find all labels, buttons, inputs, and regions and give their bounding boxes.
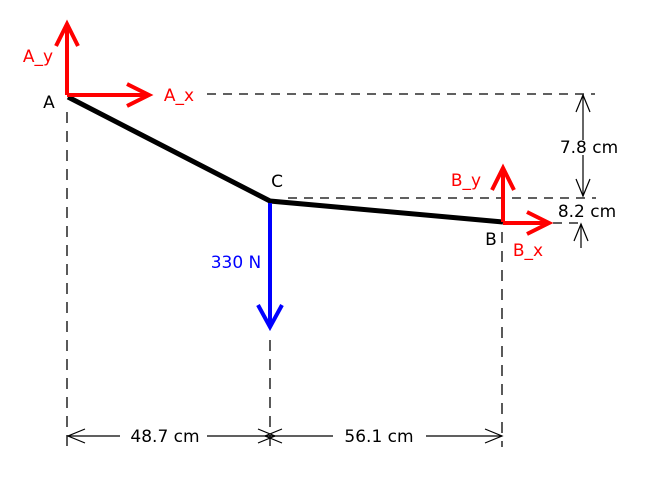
joint-label-c: C bbox=[271, 172, 283, 192]
reaction-labels: A_y A_x B_y B_x bbox=[23, 47, 543, 261]
reaction-label-a-y: A_y bbox=[23, 47, 53, 67]
reactions-at-b bbox=[490, 163, 554, 236]
reaction-label-b-x: B_x bbox=[513, 241, 543, 261]
dim-label-8-2-cm: 8.2 cm bbox=[558, 202, 616, 222]
dim-label-48-7-cm: 48.7 cm bbox=[130, 427, 199, 447]
joint-label-b: B bbox=[485, 230, 497, 250]
beam bbox=[66, 94, 504, 225]
dim-label-7-8-cm: 7.8 cm bbox=[560, 138, 618, 158]
dimension-labels: 7.8 cm 8.2 cm 48.7 cm 56.1 cm bbox=[130, 138, 618, 447]
vertical-dimensions bbox=[573, 93, 591, 248]
projection-lines bbox=[66, 93, 596, 447]
load-label: 330 N bbox=[211, 253, 262, 273]
reaction-label-b-y: B_y bbox=[451, 171, 481, 191]
reactions-at-a bbox=[54, 19, 154, 108]
reaction-label-a-x: A_x bbox=[164, 86, 194, 106]
joint-labels: A C B bbox=[43, 93, 497, 250]
dim-label-56-1-cm: 56.1 cm bbox=[344, 427, 413, 447]
joint-label-a: A bbox=[43, 93, 55, 113]
